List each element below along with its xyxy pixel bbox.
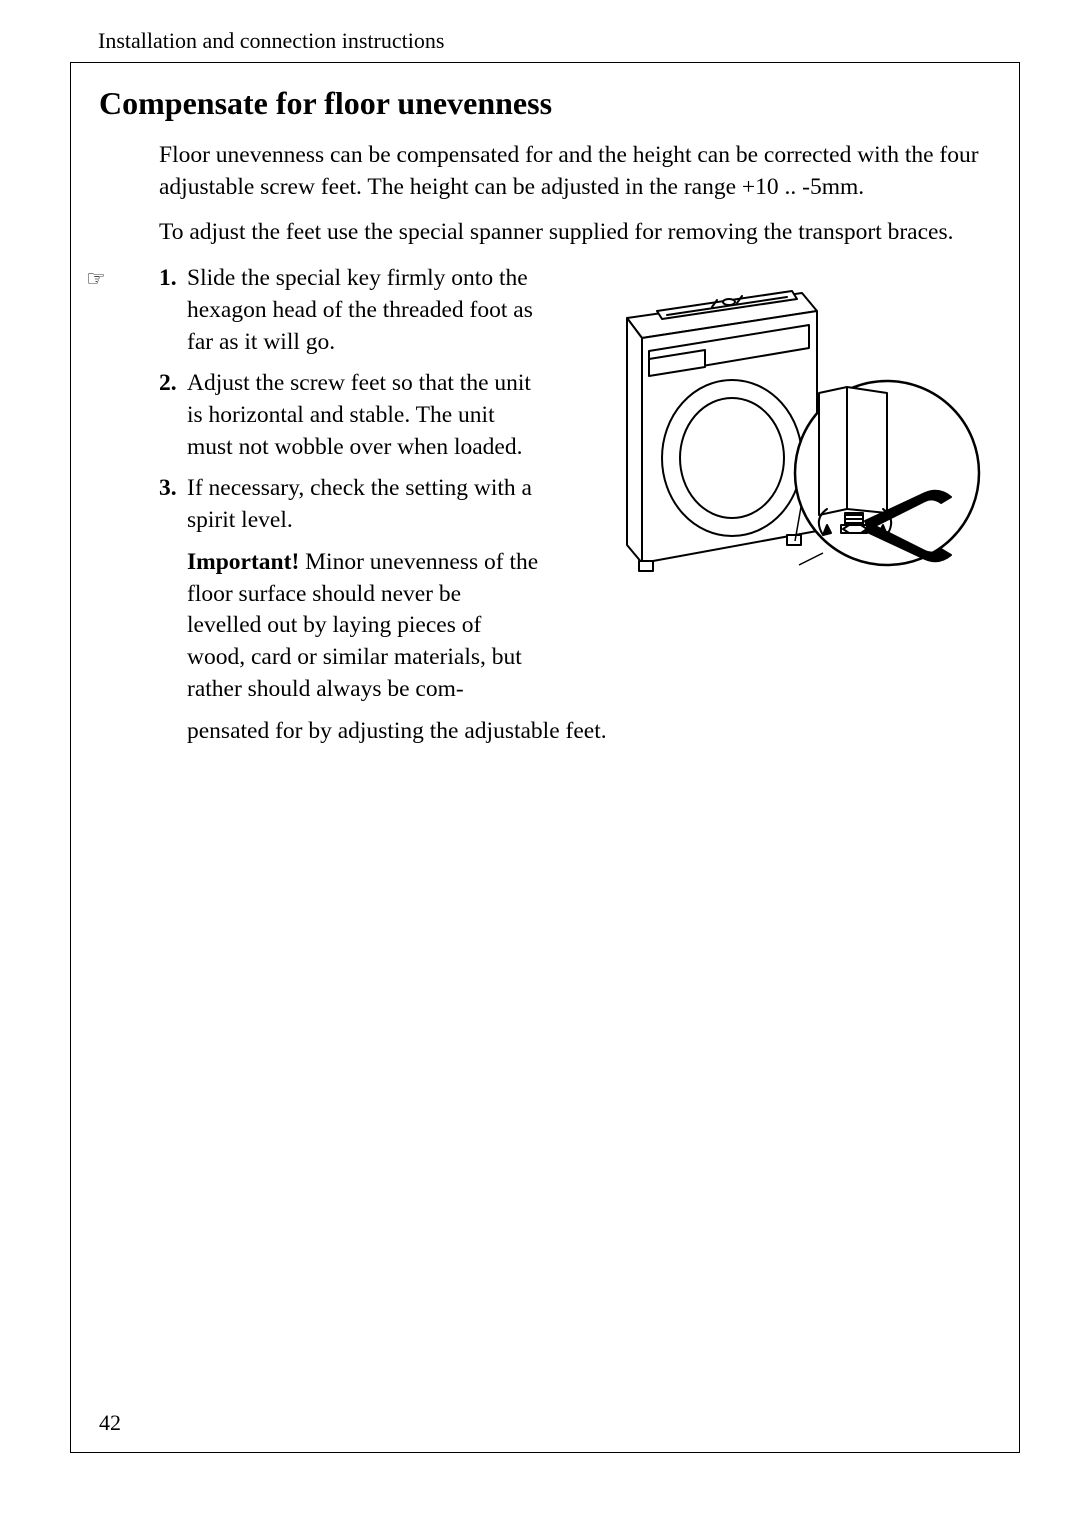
step-item: 2. Adjust the screw feet so that the uni… <box>159 368 539 463</box>
section-title: Compensate for floor unevenness <box>99 85 991 122</box>
pointing-hand-icon: ☞ <box>86 266 106 292</box>
page-number: 42 <box>99 1410 121 1436</box>
step-text: If necessary, check the setting with a s… <box>187 473 539 536</box>
important-continuation: pensated for by adjusting the adjustable… <box>159 716 889 748</box>
important-body-wide: pensated for by adjusting the adjustable… <box>187 718 607 744</box>
important-label: Important! <box>187 549 299 575</box>
intro-paragraph-1: Floor unevenness can be compensated for … <box>159 140 981 203</box>
step-number: 2. <box>159 368 187 463</box>
step-number: 3. <box>159 473 187 536</box>
step-list: 1. Slide the special key firmly onto the… <box>159 263 539 705</box>
step-item: 3. If necessary, check the setting with … <box>159 473 539 536</box>
leveling-figure <box>587 263 987 613</box>
intro-paragraph-2: To adjust the feet use the special spann… <box>159 217 981 249</box>
running-header: Installation and connection instructions <box>70 28 1020 63</box>
content-frame: Compensate for floor unevenness Floor un… <box>70 63 1020 1453</box>
important-note: Important! Minor unevenness of the floor… <box>159 547 539 706</box>
step-item: 1. Slide the special key firmly onto the… <box>159 263 539 358</box>
leveling-svg <box>587 263 987 613</box>
steps-region: ☞ 1. Slide the special key firmly onto t… <box>99 263 991 747</box>
step-number: 1. <box>159 263 187 358</box>
step-text: Adjust the screw feet so that the unit i… <box>187 368 539 463</box>
important-text: Important! Minor unevenness of the floor… <box>187 547 539 706</box>
step-number <box>159 547 187 706</box>
step-text: Slide the special key firmly onto the he… <box>187 263 539 358</box>
